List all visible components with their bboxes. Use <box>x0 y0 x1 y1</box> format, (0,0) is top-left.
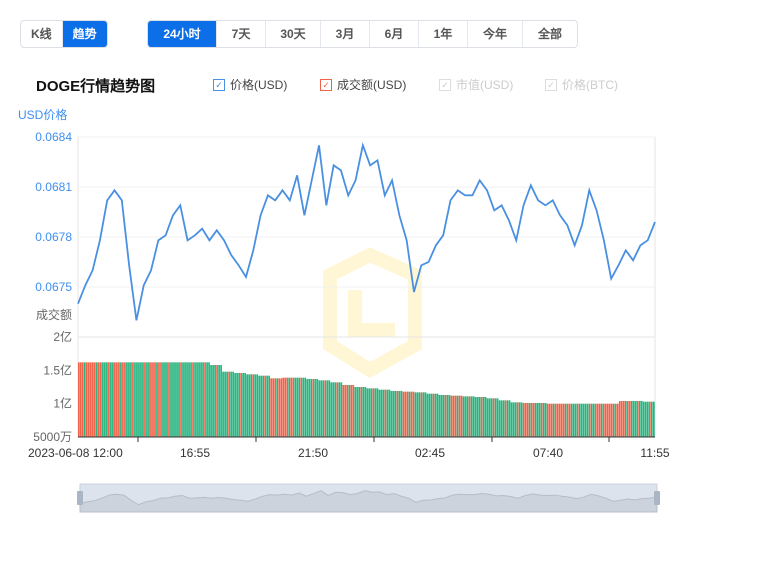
x-tick-label: 21:50 <box>298 446 328 460</box>
x-tick-label: 2023-06-08 12:00 <box>28 446 123 460</box>
legend-label: 市值(USD) <box>456 78 514 92</box>
navigator-handle[interactable] <box>654 491 660 505</box>
volume-bar <box>570 403 583 437</box>
price-tick-label: 0.0675 <box>35 280 72 294</box>
volume-bar <box>138 362 150 437</box>
volume-bar <box>318 380 331 437</box>
volume-tick-label: 5000万 <box>33 430 72 444</box>
volume-bar <box>282 377 295 437</box>
volume-bar <box>78 362 90 437</box>
volume-bar <box>498 400 511 437</box>
volume-bar <box>594 403 607 437</box>
price-tick-label: 0.0684 <box>35 130 72 144</box>
tab-range-2[interactable]: 30天 <box>265 21 320 47</box>
mode-tabs: K线 趋势 <box>20 20 108 48</box>
volume-bar <box>642 401 655 437</box>
tab-range-7[interactable]: 全部 <box>522 21 577 47</box>
x-tick-label: 16:55 <box>180 446 210 460</box>
tab-range-4[interactable]: 6月 <box>369 21 418 47</box>
legend-toggle-3[interactable]: ✓ 价格(BTC) <box>545 76 618 93</box>
legend-toggle-2[interactable]: ✓ 市值(USD) <box>439 76 513 93</box>
tab-range-1[interactable]: 7天 <box>216 21 265 47</box>
volume-bar <box>558 403 571 437</box>
tab-range-6[interactable]: 今年 <box>467 21 522 47</box>
volume-bar <box>222 371 234 437</box>
volume-bar <box>486 398 499 437</box>
legend-label: 价格(USD) <box>230 78 288 92</box>
volume-bar <box>114 362 126 437</box>
checkbox-icon: ✓ <box>213 78 225 91</box>
x-tick-label: 07:40 <box>533 446 563 460</box>
volume-bar <box>522 403 535 437</box>
x-tick-label: 02:45 <box>415 446 445 460</box>
price-line <box>77 142 656 321</box>
volume-bar <box>474 397 487 437</box>
volume-bar <box>546 403 559 437</box>
volume-bar <box>162 362 174 437</box>
tab-range-5[interactable]: 1年 <box>418 21 467 47</box>
legend-toggle-1[interactable]: ✓ 成交额(USD) <box>320 76 406 93</box>
volume-bar <box>414 392 427 437</box>
volume-bar <box>174 362 186 437</box>
tab-range-0[interactable]: 24小时 <box>148 21 216 47</box>
volume-bar <box>438 395 451 437</box>
volume-bar <box>342 385 355 437</box>
legend-label: 成交额(USD) <box>337 78 407 92</box>
checkbox-icon: ✓ <box>439 78 451 91</box>
volume-tick-label: 2亿 <box>53 329 72 344</box>
volume-bar <box>246 374 259 437</box>
volume-bar <box>354 387 367 437</box>
volume-bar <box>534 403 547 437</box>
volume-bar <box>210 365 222 437</box>
volume-bar <box>126 362 138 437</box>
volume-bar <box>606 403 619 437</box>
volume-axis-label: 成交额 <box>36 307 72 322</box>
watermark-logo <box>323 247 422 379</box>
volume-bar <box>618 401 631 437</box>
volume-bar <box>150 362 162 437</box>
navigator-handle[interactable] <box>77 491 83 505</box>
x-tick-label: 11:55 <box>640 446 669 460</box>
volume-bar <box>462 396 475 437</box>
volume-bar <box>90 362 102 437</box>
volume-bar <box>330 382 343 437</box>
volume-bar <box>426 393 439 437</box>
volume-bar <box>102 362 114 437</box>
volume-bar <box>378 389 391 437</box>
price-tick-label: 0.0681 <box>35 180 72 194</box>
volume-bar <box>630 401 643 437</box>
legend-toggle-0[interactable]: ✓ 价格(USD) <box>213 76 287 93</box>
volume-bar <box>234 373 246 437</box>
volume-bar <box>198 362 210 437</box>
volume-bar <box>450 395 463 437</box>
tab-mode-0[interactable]: K线 <box>31 27 52 41</box>
volume-bar <box>306 379 319 437</box>
volume-bar <box>582 403 595 437</box>
tab-mode-1[interactable]: 趋势 <box>61 21 107 47</box>
volume-tick-label: 1.5亿 <box>43 362 72 377</box>
tab-range-3[interactable]: 3月 <box>320 21 369 47</box>
volume-bar <box>402 391 415 437</box>
price-axis-label: USD价格 <box>18 107 67 122</box>
volume-bar <box>366 388 379 437</box>
volume-tick-label: 1亿 <box>53 396 72 411</box>
navigator-preview <box>79 490 658 513</box>
price-tick-label: 0.0678 <box>35 230 72 244</box>
volume-bar <box>186 362 198 437</box>
volume-bar <box>390 391 403 437</box>
checkbox-icon: ✓ <box>320 78 332 91</box>
volume-bar <box>510 402 523 437</box>
checkbox-icon: ✓ <box>545 78 557 91</box>
volume-bar <box>258 375 271 437</box>
range-navigator[interactable] <box>77 483 660 513</box>
legend-label: 价格(BTC) <box>562 78 618 92</box>
volume-bar <box>270 378 283 437</box>
chart-title: DOGE行情趋势图 <box>36 78 156 95</box>
range-tabs: 24小时 7天 30天 3月 6月 1年 今年 全部 <box>147 20 578 48</box>
volume-bar <box>294 377 307 437</box>
